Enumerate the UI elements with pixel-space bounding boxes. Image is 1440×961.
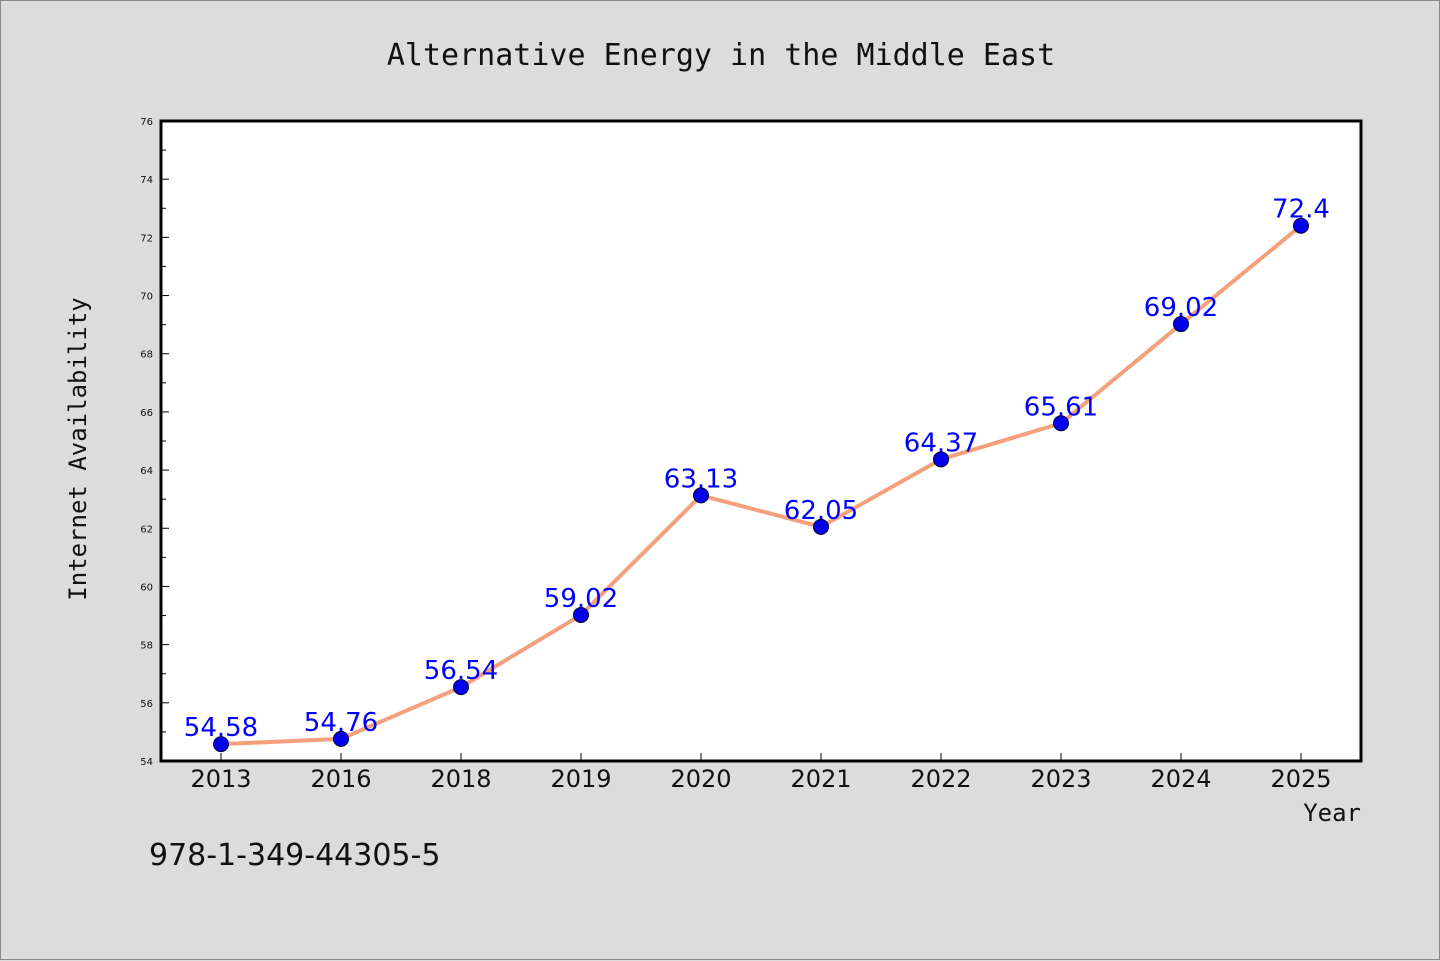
data-label: 65.61 (1024, 392, 1098, 422)
data-labels: 54.58 54.76 56.54 59.02 63.13 62.05 64.37 65.61… (184, 195, 1330, 743)
data-label: 69.02 (1144, 293, 1218, 323)
isbn-text: 978-1-349-44305-5 (149, 838, 440, 873)
y-tick-label: 76 (140, 117, 153, 128)
y-axis: 54 56 58 60 62 64 66 68 70 72 74 76 (140, 117, 169, 768)
y-tick-label: 74 (140, 175, 153, 186)
data-point (933, 451, 949, 468)
data-label: 54.76 (304, 708, 378, 738)
y-tick-label: 72 (140, 233, 153, 244)
x-tick-label: 2020 (670, 765, 731, 793)
y-axis-label: Internet Availability (64, 297, 92, 600)
data-point (453, 679, 469, 696)
data-label: 59.02 (544, 584, 618, 614)
chart-title: Alternative Energy in the Middle East (387, 38, 1055, 73)
x-tick-label: 2023 (1030, 765, 1091, 793)
series-layer (213, 217, 1309, 753)
y-tick-label: 62 (140, 524, 153, 535)
data-point (1173, 316, 1189, 333)
data-label: 72.4 (1272, 195, 1330, 225)
data-label: 62.05 (784, 496, 858, 526)
data-point (333, 730, 349, 747)
data-point (1293, 217, 1309, 234)
y-tick-label: 64 (140, 466, 153, 477)
y-tick-label: 54 (140, 757, 153, 768)
x-tick-label: 2025 (1270, 765, 1331, 793)
data-label: 54.58 (184, 713, 258, 743)
data-label: 64.37 (904, 428, 978, 458)
data-point (1053, 415, 1069, 432)
plot-area (159, 119, 1363, 763)
series-line (219, 223, 1303, 747)
y-tick-label: 56 (140, 699, 153, 710)
x-tick-label: 2022 (910, 765, 971, 793)
data-point (813, 518, 829, 535)
x-tick-label: 2024 (1150, 765, 1211, 793)
x-tick-label: 2013 (190, 765, 251, 793)
y-tick-label: 70 (140, 292, 153, 303)
y-tick-label: 58 (140, 641, 153, 652)
y-tick-label: 68 (140, 350, 153, 361)
x-tick-label: 2021 (790, 765, 851, 793)
y-tick-label: 60 (140, 582, 153, 593)
x-axis: 2013 2016 2018 2019 2020 2021 2022 2023 2024 2025 (190, 753, 1332, 793)
x-tick-label: 2018 (430, 765, 491, 793)
y-tick-label: 66 (140, 408, 153, 419)
data-label: 56.54 (424, 656, 498, 686)
x-tick-label: 2016 (310, 765, 371, 793)
data-point (213, 736, 229, 753)
data-point (573, 606, 589, 623)
data-point (693, 487, 709, 504)
x-tick-label: 2019 (550, 765, 611, 793)
data-label: 63.13 (664, 464, 738, 494)
x-axis-label: Year (1303, 799, 1361, 827)
